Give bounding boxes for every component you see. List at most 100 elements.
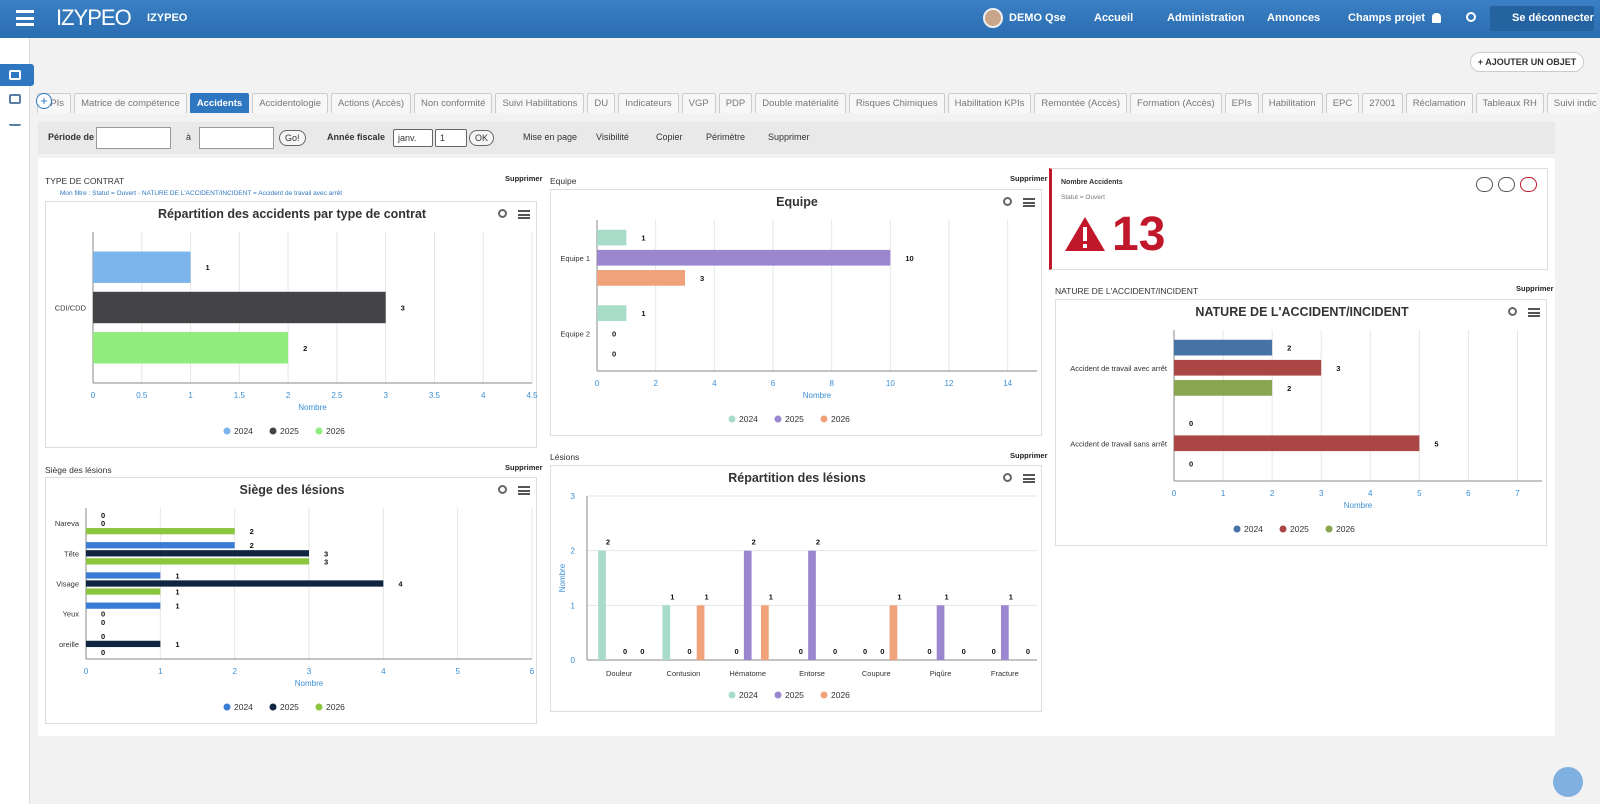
dashboard-icon[interactable]	[9, 70, 21, 80]
tab[interactable]: VGP	[681, 93, 716, 113]
delete-link[interactable]: Supprimer	[505, 463, 543, 472]
delete-link[interactable]: Supprimer	[1010, 451, 1048, 460]
tick-label: 6	[530, 667, 535, 676]
logout-bg	[1490, 6, 1594, 31]
chart-menu[interactable]	[1023, 474, 1035, 483]
data-label: 3	[401, 304, 405, 313]
toolbar-action[interactable]: Copier	[656, 132, 683, 142]
settings-icon[interactable]	[498, 485, 507, 494]
date-to[interactable]	[199, 127, 274, 149]
toolbar-action[interactable]: Supprimer	[768, 132, 810, 142]
tab[interactable]: Actions (Accès)	[331, 93, 412, 113]
search-icon[interactable]	[1466, 12, 1476, 22]
legend-marker	[315, 703, 323, 711]
category-label: Contusion	[667, 669, 701, 678]
bar	[597, 305, 627, 321]
tab[interactable]: Remontée (Accès)	[1034, 93, 1128, 113]
settings-icon[interactable]	[1003, 473, 1012, 482]
tab[interactable]: Suivi Habilitations	[495, 93, 585, 113]
logout-button[interactable]: Se déconnecter	[1512, 12, 1594, 24]
tab[interactable]: Réclamation	[1405, 93, 1473, 113]
chart-menu[interactable]	[1528, 308, 1540, 317]
data-label: 1	[769, 592, 773, 601]
delete-link[interactable]: Supprimer	[1516, 284, 1554, 293]
settings-icon[interactable]	[1508, 307, 1517, 316]
ok-button[interactable]: OK	[469, 130, 495, 146]
chat-button[interactable]	[1553, 767, 1583, 797]
add-object-label: AJOUTER UN OBJET	[1485, 57, 1577, 67]
chart-menu[interactable]	[518, 486, 530, 495]
fiscal-year[interactable]: Année fiscale	[327, 132, 386, 142]
go-button[interactable]: Go!	[279, 130, 306, 146]
tab[interactable]: Non conformité	[414, 93, 493, 113]
tab[interactable]: EPC	[1325, 93, 1360, 113]
legend-label: 2025	[1290, 524, 1309, 534]
data-label: 2	[250, 527, 254, 536]
clipboard-icon[interactable]	[9, 94, 21, 104]
delete-link[interactable]: Supprimer	[1010, 174, 1048, 183]
tab[interactable]: Tableaux RH	[1475, 93, 1544, 113]
tab[interactable]: Indicateurs	[618, 93, 679, 113]
settings-icon[interactable]	[498, 209, 507, 218]
delete-button[interactable]	[1520, 177, 1537, 192]
toolbar-action[interactable]: Périmètre	[706, 132, 746, 142]
tab[interactable]: Formation (Accès)	[1130, 93, 1222, 113]
data-label: 0	[962, 647, 966, 656]
filter-button[interactable]	[1476, 177, 1493, 192]
settings-icon[interactable]	[1003, 197, 1012, 206]
nav-link[interactable]: Accueil	[1094, 12, 1134, 24]
delete-link[interactable]: Supprimer	[505, 174, 543, 183]
workspace-select[interactable]: IZYPEO	[147, 12, 188, 24]
category-label: Yeux	[63, 610, 80, 619]
nav-link[interactable]: Administration	[1167, 12, 1245, 24]
chart-menu[interactable]	[1023, 198, 1035, 207]
tab[interactable]: EPIs	[1224, 93, 1259, 113]
tab[interactable]: Risques Chimiques	[848, 93, 945, 113]
data-label: 0	[799, 647, 803, 656]
tab[interactable]: Double matérialité	[755, 93, 846, 113]
chart-menu[interactable]	[518, 210, 530, 219]
data-label: 0	[1189, 419, 1193, 428]
legend-label: 2025	[785, 414, 804, 424]
month-select[interactable]: janv.	[393, 129, 433, 147]
add-tab-button[interactable]: +	[36, 93, 52, 109]
notification-icon[interactable]	[1432, 13, 1441, 23]
tick-label: 0.5	[136, 391, 148, 400]
menu-button[interactable]	[16, 10, 34, 26]
bar	[86, 528, 235, 535]
list-icon[interactable]	[9, 116, 21, 126]
avatar[interactable]	[983, 8, 1003, 28]
chart-title: Siège des lésions	[240, 483, 345, 497]
data-label: 10	[905, 254, 913, 263]
sidebar-active[interactable]	[0, 64, 34, 86]
tab[interactable]: 27001	[1362, 93, 1403, 113]
user-name[interactable]: DEMO Qse	[1009, 12, 1066, 24]
nav-link[interactable]: Champs projet	[1348, 12, 1426, 24]
tab[interactable]: DU	[587, 93, 616, 113]
tab[interactable]: Suivi indicateur	[1546, 93, 1597, 113]
chart-frame: Répartition des accidents par type de co…	[45, 201, 538, 448]
tab[interactable]: Habilitation KPIs	[947, 93, 1032, 113]
edit-button[interactable]	[1498, 177, 1515, 192]
add-object-button[interactable]: + AJOUTER UN OBJET	[1470, 52, 1584, 72]
tab[interactable]: Accidents	[189, 93, 250, 113]
bar	[1001, 605, 1009, 660]
logo: IZYPEO	[56, 5, 132, 30]
bar	[662, 605, 671, 660]
nav-link[interactable]: Annonces	[1267, 12, 1321, 24]
tick-label: 0	[571, 656, 576, 665]
toolbar-action[interactable]: Visibilité	[596, 132, 629, 142]
category-label: Accident de travail sans arrêt	[1070, 439, 1168, 448]
tab[interactable]: Accidentologie	[252, 93, 329, 113]
legend-marker	[223, 427, 231, 435]
toolbar-action[interactable]: Mise en page	[523, 132, 578, 142]
tab[interactable]: PDP	[718, 93, 753, 113]
widget-label: Lésions	[550, 452, 580, 462]
tab[interactable]: Matrice de compétence	[74, 93, 187, 113]
tab[interactable]: Habilitation	[1261, 93, 1323, 113]
date-from[interactable]	[96, 127, 171, 149]
day-select[interactable]: 1	[435, 129, 467, 147]
tick-label: 8	[829, 379, 834, 388]
tick-label: 3	[1319, 489, 1324, 498]
